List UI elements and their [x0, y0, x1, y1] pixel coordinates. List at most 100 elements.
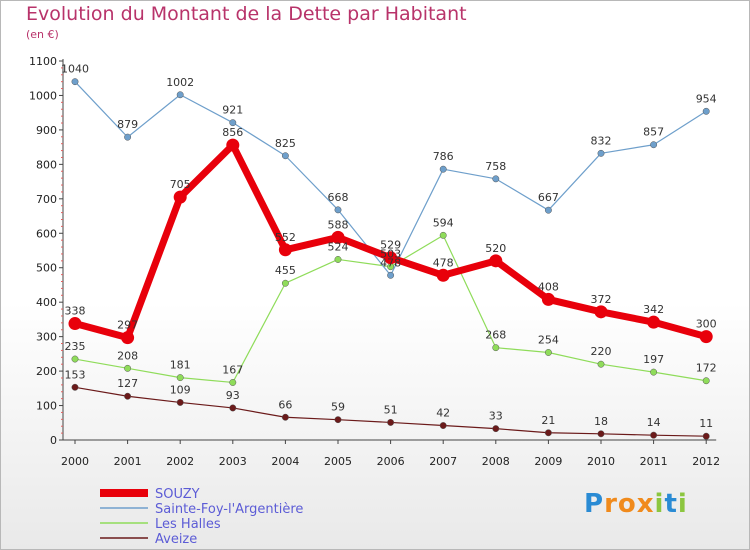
data-label: 59	[331, 401, 345, 414]
data-label: 786	[433, 150, 454, 163]
data-label: 856	[222, 126, 243, 139]
data-point	[597, 360, 605, 368]
data-point	[124, 364, 132, 372]
y-tick-label: 600	[36, 227, 57, 240]
data-point	[278, 243, 292, 257]
data-label: 667	[538, 191, 559, 204]
data-label: 181	[170, 359, 191, 372]
y-tick-label: 1100	[29, 55, 57, 68]
data-point	[594, 305, 608, 319]
data-label: 879	[117, 118, 138, 131]
legend-label: Aveize	[155, 532, 197, 547]
data-label: 14	[647, 416, 661, 429]
y-tick-label: 100	[36, 400, 57, 413]
data-point	[647, 315, 661, 329]
x-tick-label: 2001	[114, 455, 142, 468]
data-label: 66	[278, 398, 292, 411]
chart-title: Evolution du Montant de la Dette par Hab…	[26, 3, 467, 25]
data-label: 153	[65, 368, 86, 381]
data-point	[229, 404, 237, 412]
data-point	[176, 91, 184, 99]
data-label: 51	[384, 403, 398, 416]
data-point	[492, 344, 500, 352]
x-tick-label: 2004	[271, 455, 299, 468]
data-point	[492, 175, 500, 183]
data-label: 594	[433, 216, 454, 229]
data-label: 408	[538, 280, 559, 293]
data-label: 127	[117, 377, 138, 390]
data-label: 372	[591, 293, 612, 306]
y-tick-label: 1000	[29, 89, 57, 102]
data-label: 208	[117, 349, 138, 362]
data-point	[281, 413, 289, 421]
data-label: 11	[699, 417, 713, 430]
y-tick-label: 500	[36, 262, 57, 275]
data-point	[71, 355, 79, 363]
data-label: 921	[222, 104, 243, 117]
legend-label: Sainte-Foy-l'Argentière	[155, 502, 303, 517]
data-point	[544, 349, 552, 356]
data-point	[439, 422, 447, 429]
data-label: 552	[275, 231, 296, 244]
data-label: 172	[696, 362, 717, 375]
data-point	[650, 431, 658, 439]
data-point	[489, 254, 503, 268]
axes: 0 100 200 300 400 500 600 700 800 900 1000 1100 2000…	[29, 55, 720, 468]
chart-subtitle: (en €)	[26, 28, 59, 41]
data-label: 109	[170, 383, 191, 396]
data-point	[281, 152, 289, 160]
data-point	[71, 383, 79, 391]
data-label: 520	[485, 242, 506, 255]
logo-letter: i	[677, 489, 688, 519]
data-point	[173, 190, 187, 204]
data-point	[121, 331, 135, 345]
data-point	[702, 432, 710, 440]
x-tick-label: 2005	[324, 455, 352, 468]
data-point	[436, 268, 450, 282]
data-label: 478	[380, 256, 401, 269]
data-point	[439, 165, 447, 173]
proxiti-logo: Proxiti	[584, 489, 688, 519]
data-label: 524	[328, 240, 349, 253]
legend-label: Les Halles	[155, 517, 221, 532]
data-point	[544, 429, 552, 437]
x-tick-label: 2006	[377, 455, 405, 468]
x-tick-label: 2003	[219, 455, 247, 468]
x-tick-label: 2000	[61, 455, 89, 468]
data-point	[597, 430, 605, 438]
data-label: 529	[380, 239, 401, 252]
data-label: 33	[489, 410, 503, 423]
data-point	[334, 206, 342, 214]
data-point	[124, 133, 132, 141]
data-point	[541, 292, 555, 306]
data-label: 705	[170, 178, 191, 191]
data-label: 235	[65, 340, 86, 353]
logo-letter: x	[636, 489, 655, 519]
y-tick-label: 700	[36, 193, 57, 206]
data-label: 254	[538, 333, 559, 346]
data-point	[124, 392, 132, 400]
y-tick-label: 900	[36, 124, 57, 137]
data-label: 342	[643, 303, 664, 316]
data-labels: 338 297 705 856 552 588 529 478 520 408 372 342 300 1…	[61, 63, 717, 431]
logo-letter: t	[664, 489, 678, 519]
y-tick-label: 200	[36, 365, 57, 378]
data-point	[699, 330, 713, 344]
data-point	[71, 78, 79, 86]
data-label: 832	[591, 134, 612, 147]
data-point	[176, 398, 184, 406]
data-label: 758	[485, 160, 506, 173]
logo-letter: P	[584, 489, 605, 519]
logo-letter: o	[617, 489, 637, 519]
logo-letter: r	[604, 489, 618, 519]
data-label: 954	[696, 92, 717, 105]
data-point	[331, 230, 345, 244]
data-label: 338	[65, 305, 86, 318]
series-lines	[68, 78, 713, 440]
data-label: 167	[222, 363, 243, 376]
data-point	[492, 425, 500, 433]
data-point	[702, 377, 710, 385]
x-tick-label: 2011	[640, 455, 668, 468]
x-tick-label: 2012	[692, 455, 720, 468]
